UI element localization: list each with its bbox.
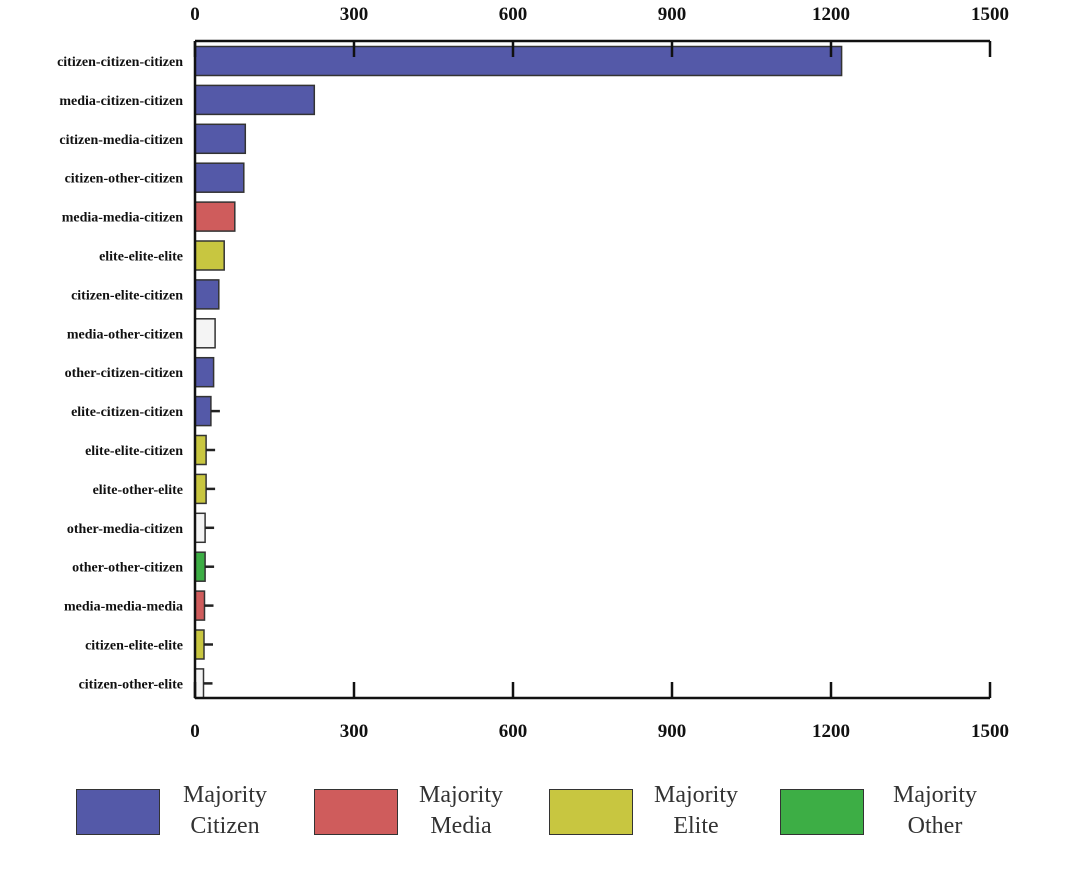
bottom-tick-label-1200: 1200 <box>812 721 850 742</box>
bar-citizen-elite-citizen <box>194 279 220 310</box>
top-tick-label-1500: 1500 <box>971 4 1009 25</box>
bottom-tick-label-900: 900 <box>658 721 687 742</box>
bar-citizen-other-elite <box>194 668 205 699</box>
bar-citizen-media-citizen <box>194 123 247 155</box>
category-label-elite-elite-elite: elite-elite-elite <box>99 250 183 265</box>
category-label-media-citizen-citizen: media-citizen-citizen <box>59 94 183 109</box>
legend-label-media: Majority Media <box>406 780 516 842</box>
bar-media-media-media <box>194 590 206 621</box>
bar-citizen-elite-elite <box>194 629 205 660</box>
bar-other-other-citizen <box>194 551 206 582</box>
bottom-tick-label-600: 600 <box>499 721 528 742</box>
legend-label-elite-line2: Elite <box>673 813 719 839</box>
bar-media-citizen-citizen <box>194 84 316 116</box>
top-tick-label-300: 300 <box>340 4 369 25</box>
legend-swatch-citizen <box>76 789 160 835</box>
category-label-citizen-citizen-citizen: citizen-citizen-citizen <box>57 55 183 70</box>
category-label-elite-citizen-citizen: elite-citizen-citizen <box>71 405 183 420</box>
top-tick-label-900: 900 <box>658 4 687 25</box>
legend-label-other-line1: Majority <box>893 782 977 808</box>
category-label-citizen-media-citizen: citizen-media-citizen <box>59 133 183 148</box>
legend-swatch-other <box>780 789 864 835</box>
legend-label-elite-line1: Majority <box>654 782 738 808</box>
category-label-media-media-media: media-media-media <box>64 600 183 615</box>
bottom-tick-label-0: 0 <box>190 721 200 742</box>
bar-elite-elite-elite <box>194 240 225 271</box>
legend-label-media-line2: Media <box>430 813 492 839</box>
category-label-citizen-elite-citizen: citizen-elite-citizen <box>71 288 183 303</box>
axes-group <box>193 39 992 700</box>
legend-label-citizen-line1: Majority <box>183 782 267 808</box>
category-label-elite-elite-citizen: elite-elite-citizen <box>85 444 183 459</box>
bar-citizen-citizen-citizen <box>194 45 843 77</box>
legend-label-citizen: Majority Citizen <box>170 780 280 842</box>
legend-label-other-line2: Other <box>907 813 963 839</box>
bar-media-media-citizen <box>194 201 236 232</box>
legend-label-media-line1: Majority <box>419 782 503 808</box>
tick-labels-group: 0 0 300 300 600 600 900 900 1200 1200 1500 1500 <box>190 4 1009 742</box>
legend-swatch-elite <box>549 789 633 835</box>
category-labels-group: citizen-citizen-citizen media-citizen-cit… <box>57 55 183 692</box>
category-label-citizen-elite-elite: citizen-elite-elite <box>85 639 183 654</box>
bar-media-other-citizen <box>194 318 216 349</box>
bottom-tick-label-300: 300 <box>340 721 369 742</box>
legend-swatch-media <box>314 789 398 835</box>
bottom-tick-label-1500: 1500 <box>971 721 1009 742</box>
category-label-other-media-citizen: other-media-citizen <box>67 522 183 537</box>
category-label-citizen-other-elite: citizen-other-elite <box>79 677 183 692</box>
bar-other-citizen-citizen <box>194 356 215 388</box>
legend-label-citizen-line2: Citizen <box>190 813 260 839</box>
bar-elite-other-elite <box>194 473 207 505</box>
legend-label-other: Majority Other <box>880 780 990 842</box>
category-label-other-other-citizen: other-other-citizen <box>72 561 183 576</box>
category-label-elite-other-elite: elite-other-elite <box>93 483 183 498</box>
top-tick-label-600: 600 <box>499 4 528 25</box>
bars-group <box>194 45 843 699</box>
category-label-other-citizen-citizen: other-citizen-citizen <box>65 366 184 381</box>
top-tick-label-1200: 1200 <box>812 4 850 25</box>
bar-elite-citizen-citizen <box>194 395 212 427</box>
top-tick-label-0: 0 <box>190 4 200 25</box>
category-label-media-other-citizen: media-other-citizen <box>67 327 183 342</box>
legend-label-elite: Majority Elite <box>641 780 751 842</box>
category-label-citizen-other-citizen: citizen-other-citizen <box>65 172 184 187</box>
legend: Majority Citizen Majority Media Majority… <box>0 780 1080 850</box>
category-label-media-media-citizen: media-media-citizen <box>62 211 184 226</box>
bar-other-media-citizen <box>194 512 206 544</box>
bar-citizen-other-citizen <box>194 162 245 193</box>
bar-elite-elite-citizen <box>194 434 207 466</box>
